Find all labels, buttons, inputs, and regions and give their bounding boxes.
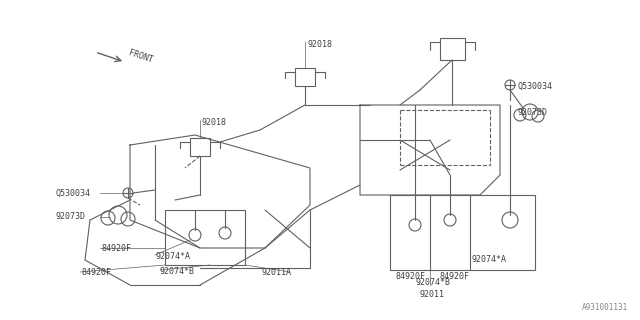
Text: Q530034: Q530034 [518, 82, 553, 91]
Text: 84920F: 84920F [395, 272, 425, 281]
Text: Q530034: Q530034 [55, 189, 90, 198]
Text: FRONT: FRONT [127, 48, 154, 64]
Text: 92074*A: 92074*A [472, 255, 507, 264]
Text: 92011: 92011 [420, 290, 445, 299]
Text: 92073D: 92073D [55, 212, 85, 221]
Text: 92073D: 92073D [518, 108, 548, 117]
Bar [295, 68, 315, 86]
Text: 92011A: 92011A [262, 268, 292, 277]
Text: 92074*B: 92074*B [415, 278, 450, 287]
Text: 84920F: 84920F [102, 244, 132, 253]
Bar [440, 38, 465, 60]
Bar [165, 210, 245, 265]
Text: A931001131: A931001131 [582, 303, 628, 312]
Text: 84920F: 84920F [440, 272, 470, 281]
Text: 92074*B: 92074*B [160, 267, 195, 276]
Bar [190, 138, 210, 156]
Text: 92018: 92018 [307, 40, 332, 49]
Text: 92018: 92018 [202, 118, 227, 127]
Text: 84920F: 84920F [82, 268, 112, 277]
Text: 92074*A: 92074*A [155, 252, 190, 261]
Bar [390, 195, 535, 270]
